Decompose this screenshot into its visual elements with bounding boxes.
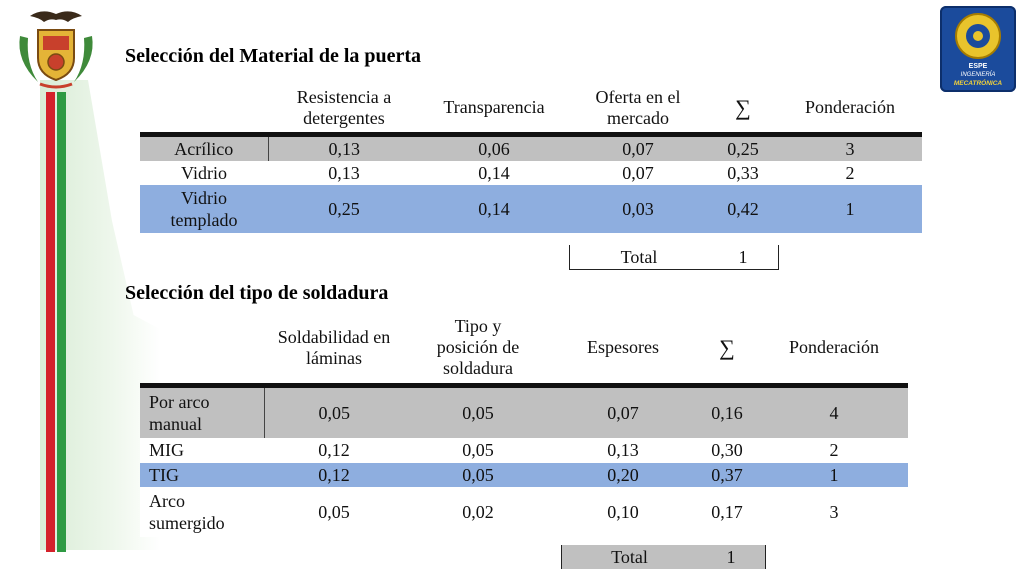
total-box-material: Total 1 [569, 245, 779, 270]
header-cell: Ponderación [805, 97, 895, 118]
row-label: TIG [140, 462, 264, 487]
table-row: TIG 0,12 0,05 0,20 0,37 1 [140, 462, 908, 487]
table-cell: 1 [778, 184, 922, 233]
table-row: Por arco manual 0,05 0,05 0,07 0,16 4 [140, 385, 908, 438]
table-cell: 0,13 [552, 437, 694, 463]
table-cell: 0,05 [264, 385, 404, 438]
header-cell [140, 84, 268, 134]
table-cell: 0,10 [552, 486, 694, 537]
section-title-welding: Selección del tipo de soldadura [125, 282, 389, 304]
table-cell: 0,14 [420, 184, 568, 233]
table-cell: 0,13 [268, 134, 420, 161]
row-label: Arco sumergido [140, 486, 264, 537]
row-label: Vidrio templado [140, 184, 268, 233]
table-cell: 0,25 [268, 184, 420, 233]
svg-text:INGENIERÍA: INGENIERÍA [961, 71, 996, 78]
total-box-welding: Total 1 [561, 545, 766, 569]
row-label: MIG [140, 437, 264, 463]
table-cell: 3 [760, 486, 908, 537]
table-row: MIG 0,12 0,05 0,13 0,30 2 [140, 437, 908, 463]
table-cell: 0,12 [264, 462, 404, 487]
table-cell: 0,02 [404, 486, 552, 537]
table-header-row: Soldabilidad en láminas Tipo y posición … [140, 313, 908, 385]
welding-selection-table: Soldabilidad en láminas Tipo y posición … [140, 313, 908, 537]
header-cell: ∑ [719, 335, 735, 361]
total-value: 1 [738, 246, 748, 267]
table-row: Vidrio 0,13 0,14 0,07 0,33 2 [140, 160, 922, 185]
table-cell: 0,20 [552, 462, 694, 487]
table-cell: 0,30 [694, 437, 760, 463]
table-cell: 2 [778, 160, 922, 185]
table-cell: 0,33 [708, 160, 778, 185]
red-stripe [46, 92, 55, 552]
table-cell: 0,42 [708, 184, 778, 233]
table-cell: 0,17 [694, 486, 760, 537]
header-cell: ∑ [735, 95, 751, 121]
svg-text:ESPE: ESPE [969, 63, 988, 70]
table-cell: 0,13 [268, 160, 420, 185]
green-stripe [57, 92, 66, 552]
row-label: Por arco manual [140, 385, 265, 438]
table-cell: 0,05 [404, 462, 552, 487]
table-cell: 0,37 [694, 462, 760, 487]
table-cell: 0,05 [264, 486, 404, 537]
table-cell: 0,05 [404, 437, 552, 463]
table-header-row: Resistencia a detergentes Transparencia … [140, 84, 922, 134]
table-cell: 0,06 [420, 134, 568, 161]
header-cell: Transparencia [443, 97, 545, 118]
section-title-material: Selección del Material de la puerta [125, 45, 422, 67]
header-cell: Soldabilidad en láminas [277, 326, 391, 368]
table-cell: 3 [778, 134, 922, 161]
total-label: Total [611, 546, 648, 567]
table-row: Vidrio templado 0,25 0,14 0,03 0,42 1 [140, 184, 922, 233]
material-selection-table: Resistencia a detergentes Transparencia … [140, 84, 922, 233]
table-cell: 0,16 [694, 385, 760, 438]
total-label: Total [620, 246, 658, 267]
table-row: Arco sumergido 0,05 0,02 0,10 0,17 3 [140, 486, 908, 537]
header-cell: Resistencia a detergentes [296, 86, 392, 128]
espe-mecatronica-logo: ESPE INGENIERÍA MECATRÓNICA [940, 6, 1016, 92]
table-cell: 0,12 [264, 437, 404, 463]
header-cell: Tipo y posición de soldadura [436, 316, 520, 379]
svg-text:MECATRÓNICA: MECATRÓNICA [954, 78, 1003, 87]
table-cell: 2 [760, 437, 908, 463]
header-cell [140, 313, 264, 385]
table-cell: 0,25 [708, 134, 778, 161]
header-cell: Ponderación [789, 337, 879, 358]
table-cell: 0,07 [568, 160, 708, 185]
coat-of-arms-icon [19, 11, 93, 89]
table-cell: 4 [760, 385, 908, 438]
table-cell: 0,05 [404, 385, 552, 438]
total-value: 1 [726, 546, 736, 567]
table-cell: 0,07 [552, 385, 694, 438]
table-cell: 0,14 [420, 160, 568, 185]
row-label: Vidrio [140, 160, 268, 185]
table-cell: 1 [760, 462, 908, 487]
header-cell: Oferta en el mercado [595, 86, 681, 128]
table-row: Acrílico 0,13 0,06 0,07 0,25 3 [140, 134, 922, 161]
row-label: Acrílico [140, 134, 269, 161]
table-cell: 0,07 [568, 134, 708, 161]
header-cell: Espesores [587, 337, 659, 358]
table-cell: 0,03 [568, 184, 708, 233]
espe-mecatronica-logo-icon: ESPE INGENIERÍA MECATRÓNICA [954, 13, 1003, 87]
